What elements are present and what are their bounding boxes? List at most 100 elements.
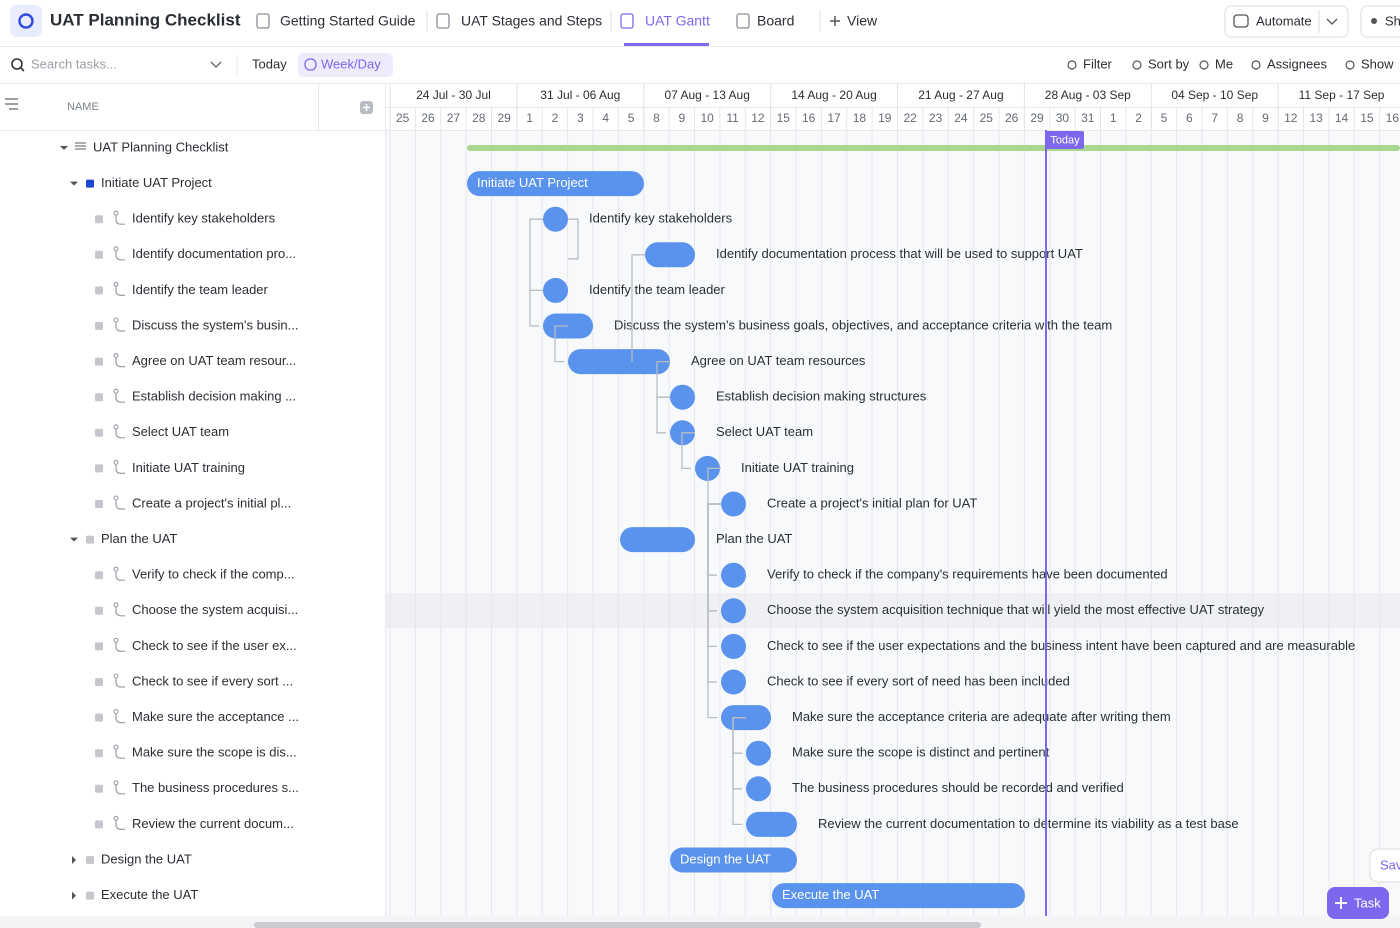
gantt-bar[interactable] [645, 242, 695, 268]
subtask-dot [113, 210, 119, 216]
gantt-bar[interactable] [620, 527, 695, 553]
subtask-dot [113, 281, 119, 287]
row-label[interactable]: Choose the system acquisi... [132, 602, 298, 617]
caret[interactable] [70, 537, 78, 542]
sort-button[interactable]: Sort by [1148, 56, 1190, 71]
row-label[interactable]: Design the UAT [101, 851, 192, 866]
gantt-bar[interactable] [568, 349, 670, 375]
row-label[interactable]: Check to see if every sort ... [132, 673, 293, 688]
me-icon [1199, 60, 1209, 70]
tab[interactable]: View [847, 13, 878, 29]
automate-label[interactable]: Automate [1256, 13, 1312, 28]
row-label[interactable]: The business procedures s... [132, 780, 299, 795]
gantt-bar-label: Identify key stakeholders [589, 211, 733, 226]
gantt-bar[interactable] [721, 598, 746, 624]
row-label[interactable]: Identify documentation pro... [132, 246, 296, 261]
search-placeholder[interactable]: Search tasks... [31, 56, 117, 71]
dependency [732, 716, 746, 826]
caret[interactable] [70, 181, 78, 186]
row-label[interactable]: Identify key stakeholders [132, 211, 276, 226]
subtask-dot [113, 459, 119, 465]
automate-button[interactable] [1224, 5, 1349, 38]
row-label[interactable]: Create a project's initial pl... [132, 495, 291, 510]
day-label: 8 [653, 111, 660, 125]
today-button[interactable]: Today [252, 56, 287, 71]
me-button[interactable]: Me [1215, 56, 1233, 71]
gantt-bar[interactable] [670, 847, 797, 873]
save-label[interactable]: Sav [1380, 857, 1400, 872]
robot-icon [1233, 14, 1249, 28]
gantt-bar-label: Check to see if every sort of need has b… [767, 673, 1070, 688]
gantt-bar-label: Review the current documentation to dete… [818, 816, 1239, 831]
subtask-dot [113, 744, 119, 750]
share-label[interactable]: Sh [1385, 13, 1400, 28]
subtask-dot [113, 246, 119, 252]
dependency [681, 432, 695, 470]
gantt-bar-label: Verify to check if the company's require… [767, 567, 1168, 582]
row-label[interactable]: Agree on UAT team resour... [132, 353, 296, 368]
scale-label[interactable]: Week/Day [321, 56, 381, 71]
dependency [568, 218, 579, 260]
row-label[interactable]: Initiate UAT Project [101, 175, 212, 190]
gantt-bar[interactable] [467, 171, 644, 197]
tab[interactable]: Getting Started Guide [280, 13, 416, 29]
tab[interactable]: Board [757, 13, 794, 29]
caret[interactable] [72, 856, 76, 864]
row-label[interactable]: Make sure the scope is dis... [132, 745, 297, 760]
gantt-bar-label: Check to see if the user expectations an… [767, 638, 1355, 653]
gantt-bar[interactable] [721, 491, 746, 517]
row-label[interactable]: Initiate UAT training [132, 460, 245, 475]
assignees-button[interactable]: Assignees [1267, 56, 1327, 71]
caret[interactable] [72, 891, 76, 900]
day-label: 8 [1237, 111, 1244, 125]
gantt-bar[interactable] [670, 384, 695, 410]
gantt-bar[interactable] [721, 669, 746, 695]
gantt-bar[interactable] [721, 562, 746, 588]
row-label[interactable]: Select UAT team [132, 424, 229, 439]
day-label: 16 [802, 111, 816, 125]
gantt-bar[interactable] [746, 776, 771, 802]
chevron [210, 61, 222, 68]
row-label[interactable]: Make sure the acceptance ... [132, 709, 299, 724]
row-label[interactable]: Verify to check if the comp... [132, 567, 295, 582]
row-label[interactable]: Plan the UAT [101, 531, 177, 546]
filter-button[interactable]: Filter [1083, 56, 1113, 71]
tab[interactable]: UAT Stages and Steps [461, 13, 602, 29]
row-label[interactable]: Review the current docum... [132, 816, 294, 831]
subtask-icon [115, 355, 125, 368]
page-title: UAT Planning Checklist [50, 10, 241, 29]
task-button[interactable] [1327, 887, 1389, 919]
week-label: 14 Aug - 20 Aug [791, 88, 876, 102]
row-label[interactable]: UAT Planning Checklist [93, 139, 229, 154]
gantt-bar-label: Make sure the scope is distinct and pert… [792, 745, 1050, 760]
row-label[interactable]: Establish decision making ... [132, 389, 296, 404]
day-label: 15 [777, 111, 791, 125]
gantt-bar[interactable] [543, 206, 568, 232]
gantt-bar[interactable] [721, 633, 746, 659]
gantt-bar-label: Execute the UAT [782, 887, 879, 902]
task-label[interactable]: Task [1354, 895, 1381, 910]
gantt-bar[interactable] [543, 277, 568, 303]
share-button[interactable] [1360, 5, 1400, 38]
scrollbar-thumb[interactable] [254, 922, 981, 928]
save-button[interactable] [1369, 848, 1400, 883]
gantt-bar-label: Initiate UAT training [741, 460, 854, 475]
show-button[interactable]: Show [1361, 56, 1394, 71]
day-label: 29 [498, 111, 512, 125]
tab[interactable]: UAT Gantt [645, 13, 710, 29]
gantt-body [385, 130, 1400, 916]
share-icon [1371, 18, 1377, 24]
scale-button[interactable] [298, 53, 393, 77]
week-label: 24 Jul - 30 Jul [416, 88, 491, 102]
gantt-bar[interactable] [746, 740, 771, 766]
row-label[interactable]: Identify the team leader [132, 282, 269, 297]
row-label[interactable]: Execute the UAT [101, 887, 198, 902]
subtask-dot [113, 815, 119, 821]
gantt-bar-label: Choose the system acquisition technique … [767, 602, 1265, 617]
today-badge-label: Today [1050, 134, 1080, 146]
gantt-bar[interactable] [746, 811, 797, 837]
row-label[interactable]: Discuss the system's busin... [132, 317, 298, 332]
gantt-bar[interactable] [772, 883, 1025, 909]
subtask-dot [113, 388, 119, 394]
row-label[interactable]: Check to see if the user ex... [132, 638, 297, 653]
